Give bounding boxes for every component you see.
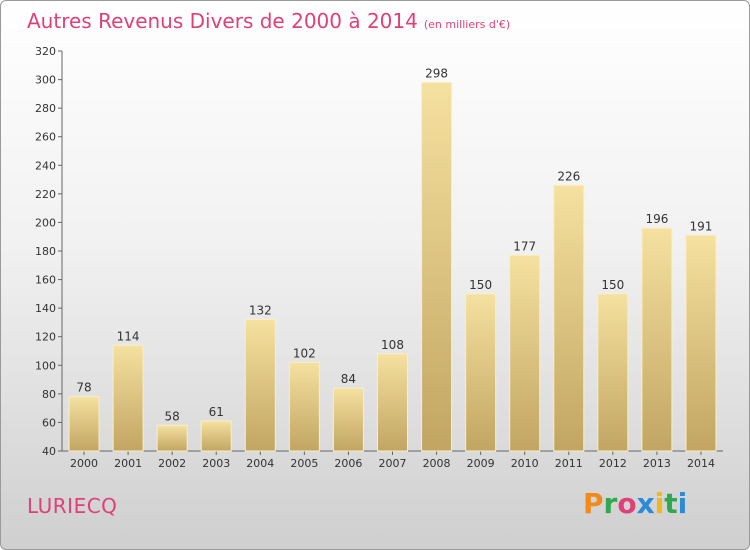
y-tick-label: 280 (35, 102, 56, 115)
y-tick-label: 120 (35, 331, 56, 344)
chart-data-labels: 78 114 58 61 132 102 84 108 298 150 177 226 150 196 19… (76, 66, 712, 423)
x-tick-label: 2009 (467, 457, 495, 470)
value-label-2011: 226 (557, 169, 580, 183)
bar-2002 (156, 424, 188, 452)
proxiti-logo[interactable]: Proxiti (583, 487, 688, 520)
x-tick-label: 2002 (158, 457, 186, 470)
y-tick-label: 260 (35, 131, 56, 144)
value-label-2009: 150 (469, 278, 492, 292)
chart-axes: 40 60 80 100 120 140 160 180 200 220 240 260 280 300 3… (35, 45, 723, 470)
value-label-2014: 191 (690, 219, 713, 233)
bar-2014 (685, 234, 717, 452)
y-tick-label: 240 (35, 159, 56, 172)
bar-2013 (641, 227, 673, 452)
x-tick-label: 2012 (599, 457, 627, 470)
x-tick-label: 2001 (114, 457, 142, 470)
value-label-2010: 177 (513, 239, 536, 253)
bar-2001 (112, 344, 144, 452)
x-tick-label: 2013 (643, 457, 671, 470)
bar-2003 (200, 420, 232, 452)
bar-2000 (68, 396, 100, 452)
chart-title: Autres Revenus Divers de 2000 à 2014 (en … (27, 9, 510, 33)
chart-unit: (en milliers d'€) (423, 18, 511, 31)
y-tick-label: 300 (35, 74, 56, 87)
value-label-2003: 61 (209, 405, 224, 419)
bar-2005 (288, 361, 320, 452)
y-tick-label: 220 (35, 188, 56, 201)
x-tick-label: 2003 (202, 457, 230, 470)
x-tick-label: 2007 (379, 457, 407, 470)
bar-2004 (244, 319, 276, 452)
location-name: LURIECQ (27, 494, 118, 518)
value-label-2002: 58 (165, 409, 180, 423)
value-label-2001: 114 (117, 329, 140, 343)
y-tick-label: 200 (35, 216, 56, 229)
y-tick-label: 160 (35, 274, 56, 287)
y-tick-label: 60 (42, 416, 56, 429)
value-label-2008: 298 (425, 66, 448, 80)
x-tick-label: 2014 (687, 457, 715, 470)
y-tick-label: 180 (35, 245, 56, 258)
bar-2012 (597, 293, 629, 452)
y-tick-label: 100 (35, 359, 56, 372)
x-tick-label: 2005 (290, 457, 318, 470)
value-label-2000: 78 (76, 381, 91, 395)
bar-2007 (377, 353, 408, 452)
value-label-2012: 150 (601, 278, 624, 292)
bar-2009 (465, 293, 497, 452)
y-tick-label: 80 (42, 388, 56, 401)
x-tick-label: 2008 (423, 457, 451, 470)
x-tick-label: 2010 (511, 457, 539, 470)
y-tick-label: 140 (35, 302, 56, 315)
chart-bars (68, 81, 717, 452)
x-tick-label: 2011 (555, 457, 583, 470)
value-label-2006: 84 (341, 372, 356, 386)
bar-2006 (332, 387, 364, 452)
x-tick-label: 2004 (246, 457, 274, 470)
value-label-2005: 102 (293, 346, 316, 360)
value-label-2013: 196 (645, 212, 668, 226)
bar-2011 (553, 184, 585, 452)
y-tick-label: 320 (35, 45, 56, 58)
x-tick-label: 2006 (334, 457, 362, 470)
value-label-2004: 132 (249, 304, 272, 318)
value-label-2007: 108 (381, 338, 404, 352)
chart-title-text: Autres Revenus Divers de 2000 à 2014 (27, 9, 418, 33)
x-tick-label: 2000 (70, 457, 98, 470)
bar-2010 (509, 254, 541, 452)
bar-2008 (421, 81, 453, 452)
y-tick-label: 40 (42, 445, 56, 458)
